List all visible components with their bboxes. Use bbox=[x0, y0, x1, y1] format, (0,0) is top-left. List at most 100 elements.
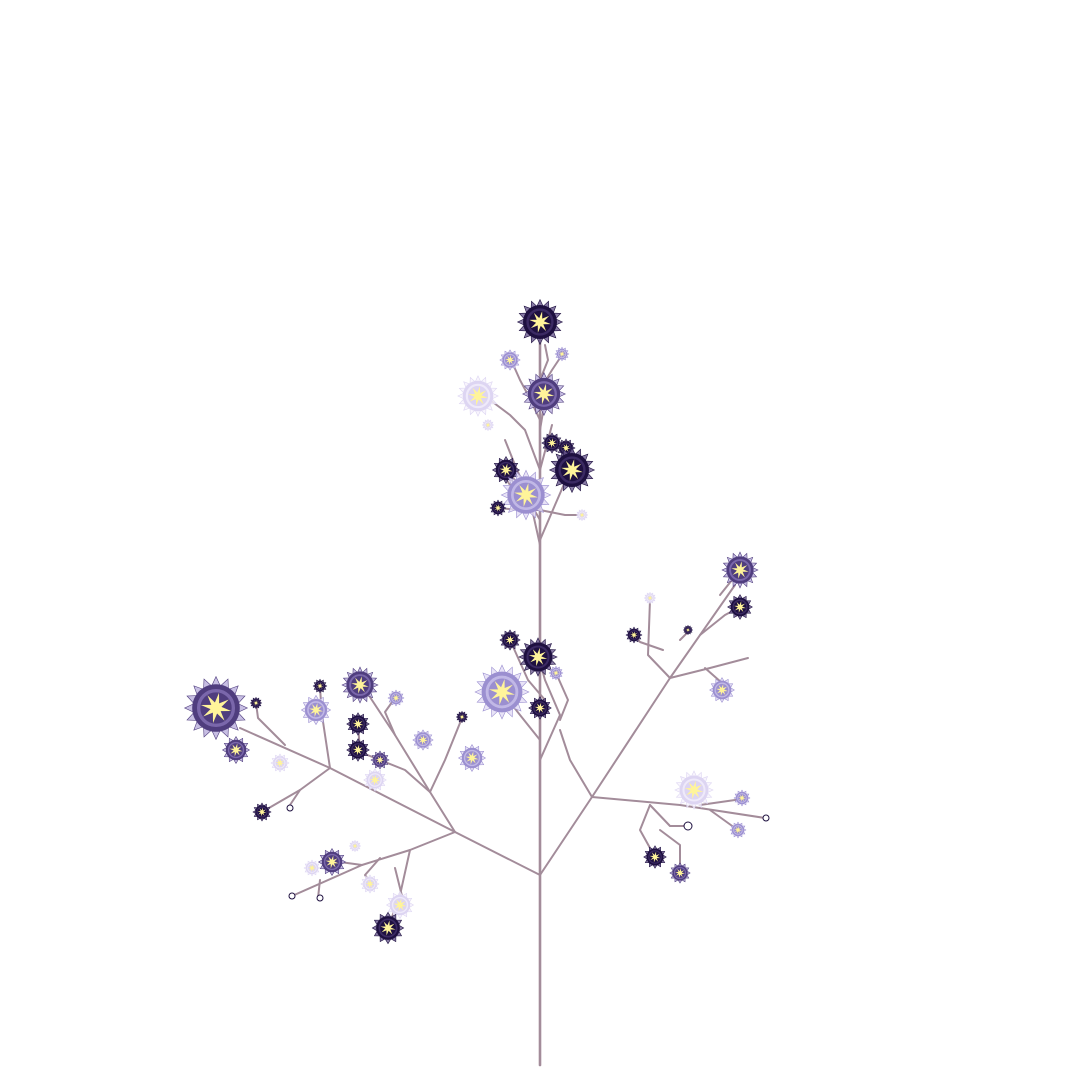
flower bbox=[733, 789, 751, 807]
center-dot bbox=[356, 722, 360, 726]
inner-ring bbox=[323, 853, 341, 871]
inner-ring bbox=[729, 559, 751, 581]
flower bbox=[221, 735, 251, 765]
flower bbox=[729, 821, 747, 839]
center-dot bbox=[678, 871, 682, 875]
flower bbox=[481, 418, 495, 432]
flower bbox=[455, 710, 469, 724]
flower bbox=[288, 892, 296, 900]
inner-ring bbox=[196, 688, 236, 728]
flower bbox=[762, 814, 770, 822]
inner-ring bbox=[463, 749, 481, 767]
center-dot bbox=[653, 855, 657, 859]
flower bbox=[286, 804, 294, 812]
center-dot bbox=[649, 597, 651, 599]
flower bbox=[489, 499, 507, 517]
center-dot bbox=[720, 688, 724, 692]
flower bbox=[682, 624, 694, 636]
bud bbox=[683, 821, 693, 831]
flower bbox=[387, 689, 405, 707]
flower bbox=[548, 446, 596, 494]
flower bbox=[669, 862, 691, 884]
stem bbox=[379, 759, 431, 793]
center-dot bbox=[497, 687, 507, 697]
center-dot bbox=[738, 605, 742, 609]
inner-ring bbox=[349, 674, 371, 696]
flower bbox=[270, 753, 290, 773]
center-dot bbox=[373, 778, 377, 782]
flower bbox=[522, 372, 566, 416]
center-dot bbox=[564, 446, 568, 450]
flower bbox=[363, 768, 387, 792]
center-dot bbox=[394, 696, 398, 700]
center-dot bbox=[554, 671, 558, 675]
inner-ring bbox=[558, 456, 586, 484]
bud bbox=[316, 894, 324, 902]
inner-ring bbox=[685, 627, 691, 633]
flower bbox=[303, 859, 321, 877]
inner-ring bbox=[368, 773, 382, 787]
center-dot bbox=[385, 925, 391, 931]
inner-ring bbox=[545, 436, 559, 450]
center-dot bbox=[310, 866, 314, 870]
inner-ring bbox=[307, 863, 317, 873]
center-dot bbox=[474, 392, 482, 400]
center-dot bbox=[690, 786, 698, 794]
inner-ring bbox=[531, 381, 557, 407]
inner-ring bbox=[307, 701, 325, 719]
flower bbox=[348, 839, 362, 853]
inner-ring bbox=[526, 308, 554, 336]
center-dot bbox=[329, 859, 335, 865]
inner-ring bbox=[526, 645, 550, 669]
inner-ring bbox=[351, 842, 359, 850]
center-dot bbox=[378, 758, 382, 762]
center-dot bbox=[508, 358, 512, 362]
stem bbox=[291, 831, 456, 897]
inner-ring bbox=[458, 713, 466, 721]
center-dot bbox=[461, 716, 463, 718]
inner-ring bbox=[503, 633, 517, 647]
inner-ring bbox=[551, 668, 561, 678]
flower bbox=[252, 802, 272, 822]
center-dot bbox=[568, 466, 576, 474]
center-dot bbox=[538, 706, 542, 710]
center-dot bbox=[534, 653, 542, 661]
flower bbox=[312, 678, 328, 694]
inner-ring bbox=[378, 918, 398, 938]
inner-ring bbox=[391, 896, 409, 914]
flower bbox=[346, 738, 370, 762]
inner-ring bbox=[497, 461, 515, 479]
inner-ring bbox=[493, 503, 503, 513]
flower bbox=[643, 845, 667, 869]
flower bbox=[300, 694, 332, 726]
flower bbox=[360, 874, 380, 894]
bud bbox=[288, 892, 296, 900]
inner-ring bbox=[374, 754, 386, 766]
center-dot bbox=[318, 684, 322, 688]
center-dot bbox=[397, 902, 403, 908]
center-dot bbox=[503, 467, 509, 473]
inner-ring bbox=[351, 743, 365, 757]
center-dot bbox=[357, 682, 363, 688]
center-dot bbox=[737, 567, 743, 573]
inner-ring bbox=[364, 878, 376, 890]
inner-ring bbox=[533, 701, 547, 715]
stem bbox=[647, 599, 671, 679]
inner-ring bbox=[629, 630, 639, 640]
center-dot bbox=[356, 748, 360, 752]
stem bbox=[539, 344, 549, 381]
center-dot bbox=[581, 514, 583, 516]
center-dot bbox=[560, 352, 564, 356]
flower bbox=[499, 629, 521, 651]
stem bbox=[539, 509, 581, 516]
center-dot bbox=[540, 390, 548, 398]
flower bbox=[457, 743, 487, 773]
flower bbox=[385, 890, 415, 920]
center-dot bbox=[255, 702, 257, 704]
flower bbox=[674, 770, 714, 810]
inner-ring bbox=[646, 594, 654, 602]
flower bbox=[491, 455, 521, 485]
inner-ring bbox=[732, 599, 748, 615]
flower bbox=[727, 594, 753, 620]
